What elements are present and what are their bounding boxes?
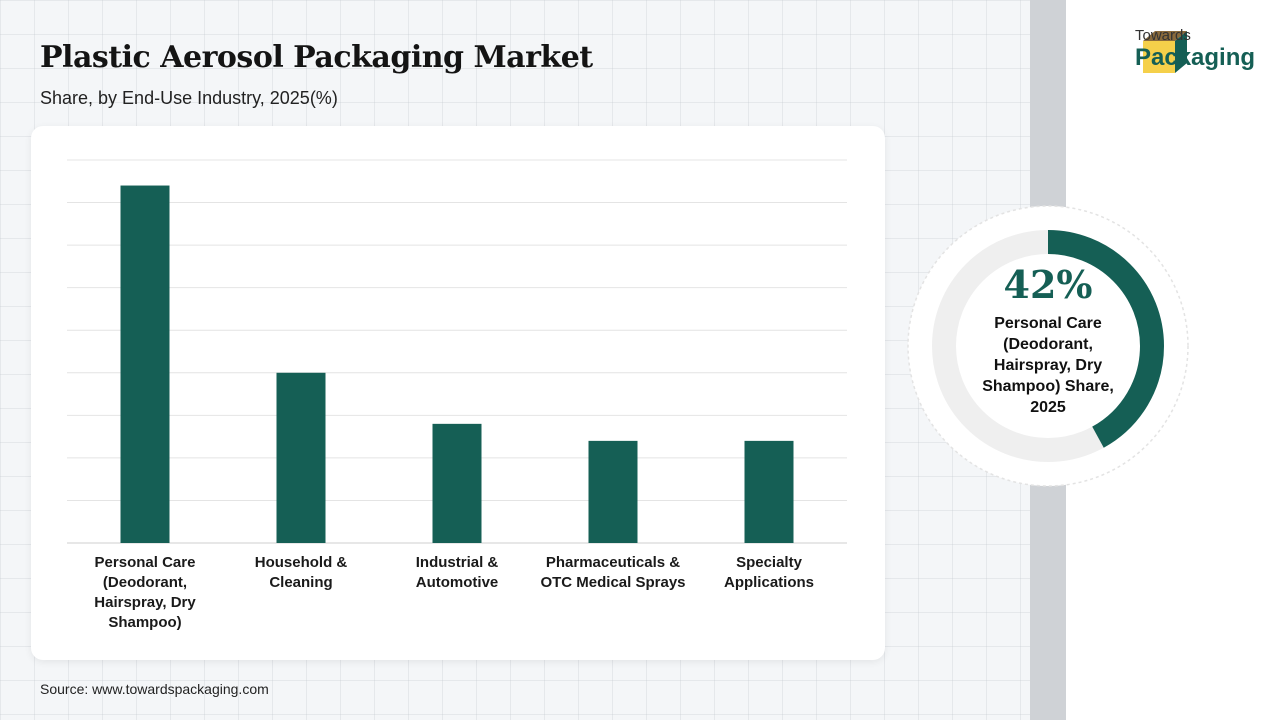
category-label-3: Industrial & Automotive: [377, 553, 537, 593]
caption-line: Shampoo) Share,: [982, 378, 1114, 395]
category-label-line: OTC Medical Sprays: [540, 574, 686, 591]
category-label-line: (Deodorant,: [102, 574, 188, 591]
category-label-line: Household &: [254, 554, 348, 571]
chart-card: Personal Care (Deodorant, Hairspray, Dry Sh…: [31, 126, 885, 660]
source-note: Source: www.towardspackaging.com: [40, 681, 269, 697]
highlight-value: 42%: [1003, 262, 1093, 307]
category-label-5: Specialty Applications: [689, 553, 849, 593]
page-title: Plastic Aerosol Packaging Market: [40, 40, 593, 75]
bar-2: [276, 372, 326, 543]
donut-value-arc: [932, 230, 1164, 462]
category-label-line: Shampoo): [108, 614, 182, 631]
bar-1: [120, 185, 170, 543]
category-label-line: Hairspray, Dry: [94, 594, 196, 611]
highlight-donut: [907, 205, 1189, 487]
caption-line: Hairspray, Dry: [993, 357, 1103, 374]
box-icon: [1143, 31, 1187, 73]
category-label-line: Industrial &: [415, 554, 499, 571]
caption-line: Personal Care: [994, 315, 1102, 332]
caption-line: 2025: [1030, 399, 1066, 416]
brand-line1: Towards: [1135, 27, 1191, 44]
category-label-line: Pharmaceuticals &: [545, 554, 681, 571]
bar-chart: [67, 159, 847, 544]
category-label-4: Pharmaceuticals & OTC Medical Sprays: [533, 553, 693, 593]
category-label-1: Personal Care (Deodorant, Hairspray, Dry Sh…: [65, 553, 225, 633]
brand-line2: Packaging: [1135, 44, 1256, 71]
bar-3: [432, 423, 482, 543]
category-label-line: Automotive: [415, 574, 499, 591]
bar-5: [744, 440, 794, 543]
caption-line: (Deodorant,: [1003, 336, 1093, 353]
page-subtitle: Share, by End-Use Industry, 2025(%): [40, 88, 338, 108]
category-label-line: Specialty: [736, 554, 802, 571]
category-label-line: Cleaning: [269, 574, 333, 591]
bar-4: [588, 440, 638, 543]
highlight-caption: Personal Care (Deodorant, Hairspray, Dry Sh…: [963, 313, 1133, 418]
category-label-2: Household & Cleaning: [221, 553, 381, 593]
category-label-line: Personal Care: [94, 554, 196, 571]
category-label-line: Applications: [723, 574, 814, 591]
